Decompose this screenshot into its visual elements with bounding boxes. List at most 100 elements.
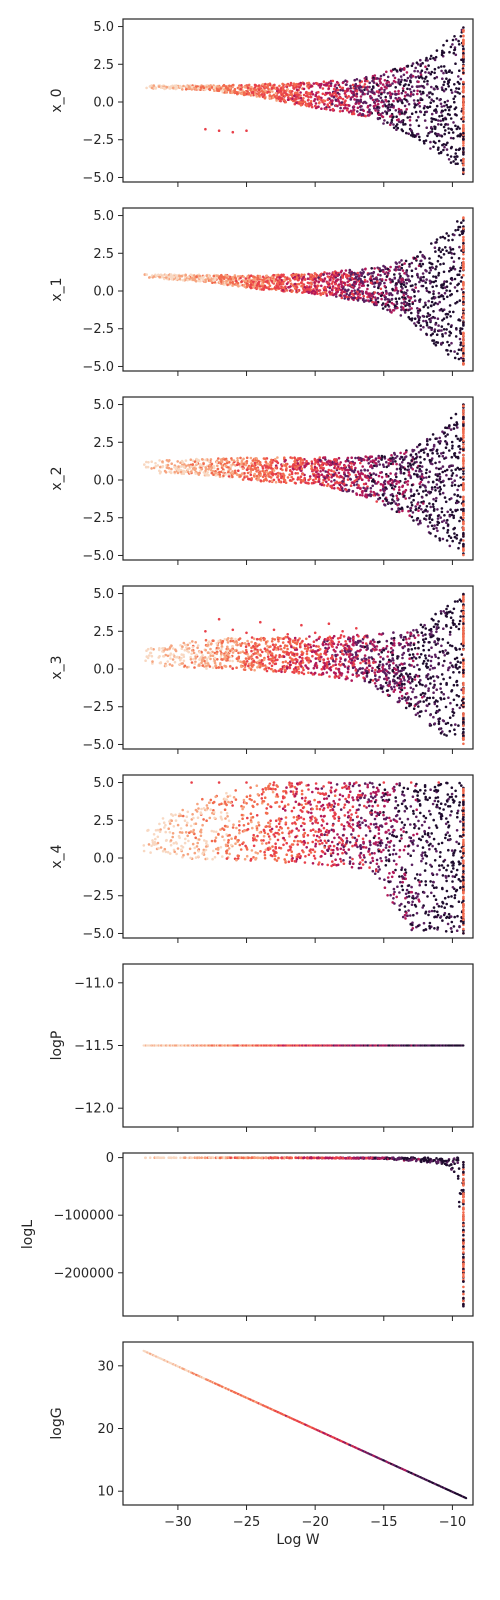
- data-point: [188, 87, 192, 90]
- data-point: [356, 271, 360, 275]
- data-point: [242, 462, 245, 466]
- data-point: [284, 462, 288, 466]
- data-point: [381, 463, 385, 467]
- data-point: [379, 77, 382, 81]
- data-point: [334, 481, 337, 485]
- data-point: [395, 482, 398, 486]
- data-point: [346, 456, 350, 460]
- data-point: [462, 465, 465, 468]
- data-point: [462, 104, 465, 107]
- data-point: [361, 292, 365, 296]
- data-point: [285, 289, 289, 292]
- data-point: [422, 325, 425, 329]
- data-point: [307, 291, 311, 295]
- data-point: [299, 475, 303, 479]
- data-point: [429, 57, 432, 60]
- data-point: [216, 464, 219, 468]
- y-axis-label: x_2: [49, 466, 65, 490]
- data-point: [249, 285, 252, 289]
- data-point: [403, 490, 406, 494]
- data-point: [379, 294, 383, 298]
- data-point: [367, 462, 371, 465]
- data-point: [396, 666, 400, 669]
- data-point: [274, 273, 278, 277]
- data-point: [404, 308, 408, 312]
- data-point: [452, 683, 456, 687]
- data-point: [287, 96, 290, 99]
- data-point: [459, 516, 463, 519]
- data-point: [456, 426, 459, 429]
- data-point: [302, 275, 306, 279]
- data-point: [433, 77, 437, 80]
- data-point: [345, 292, 349, 296]
- data-point: [369, 460, 373, 463]
- data-point: [448, 113, 452, 117]
- data-point: [357, 274, 361, 278]
- data-point: [423, 517, 426, 520]
- data-point: [251, 468, 255, 471]
- data-point: [363, 275, 366, 279]
- data-point: [369, 494, 373, 498]
- data-point: [458, 439, 462, 442]
- data-point: [393, 485, 397, 488]
- data-point: [192, 651, 196, 655]
- data-point: [236, 457, 239, 460]
- data-point: [433, 296, 437, 299]
- data-point: [285, 282, 289, 286]
- data-point: [343, 471, 346, 474]
- data-point: [444, 87, 448, 91]
- data-point: [362, 486, 365, 490]
- data-point: [364, 455, 368, 458]
- data-point: [426, 439, 429, 443]
- data-point: [180, 274, 184, 278]
- data-point: [462, 348, 465, 352]
- data-point: [431, 451, 434, 455]
- data-point: [274, 457, 277, 461]
- data-point: [357, 472, 361, 476]
- data-point: [462, 273, 465, 277]
- data-point: [462, 332, 465, 336]
- data-point: [309, 285, 313, 289]
- data-point: [449, 155, 453, 158]
- data-point: [398, 265, 401, 268]
- data-point: [369, 281, 373, 285]
- data-point: [353, 289, 356, 292]
- data-point: [389, 459, 392, 463]
- data-point: [276, 461, 280, 465]
- data-point: [385, 499, 388, 503]
- data-point: [362, 297, 365, 301]
- data-point: [199, 463, 202, 466]
- data-point: [380, 454, 384, 458]
- data-point: [364, 101, 368, 105]
- data-point: [299, 94, 302, 97]
- data-point: [261, 91, 265, 94]
- data-point: [437, 324, 440, 327]
- data-point: [441, 454, 445, 458]
- data-point: [236, 461, 240, 465]
- data-point: [317, 105, 320, 108]
- data-point: [434, 55, 438, 59]
- data-point: [398, 261, 401, 264]
- data-point: [455, 537, 459, 540]
- data-point: [307, 91, 311, 95]
- data-point: [446, 153, 449, 157]
- data-point: [440, 286, 443, 289]
- data-point: [293, 287, 297, 290]
- data-point: [431, 266, 435, 270]
- data-point: [309, 277, 313, 281]
- data-point: [286, 88, 289, 91]
- data-point: [290, 456, 294, 460]
- data-point: [384, 278, 388, 282]
- data-point: [462, 265, 465, 269]
- data-point: [425, 289, 429, 293]
- data-point: [434, 275, 438, 279]
- data-point: [405, 98, 408, 102]
- data-point: [340, 475, 343, 479]
- data-point: [398, 281, 402, 284]
- data-point: [330, 469, 333, 473]
- data-point: [276, 88, 280, 91]
- data-point: [240, 280, 243, 284]
- data-point: [440, 114, 444, 117]
- data-point: [451, 714, 455, 717]
- data-point: [314, 93, 318, 97]
